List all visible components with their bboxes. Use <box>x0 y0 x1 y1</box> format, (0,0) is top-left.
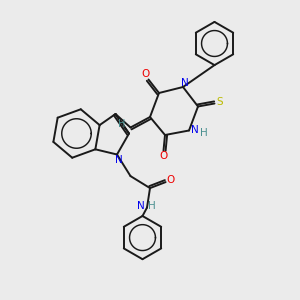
Text: S: S <box>217 97 223 107</box>
Text: N: N <box>136 201 144 211</box>
Text: O: O <box>167 175 175 185</box>
Text: O: O <box>159 151 168 161</box>
Text: H: H <box>148 201 155 211</box>
Text: O: O <box>141 69 150 80</box>
Text: N: N <box>115 154 122 165</box>
Text: H: H <box>118 119 126 129</box>
Text: N: N <box>191 125 199 135</box>
Text: N: N <box>181 78 188 88</box>
Text: H: H <box>200 128 207 139</box>
